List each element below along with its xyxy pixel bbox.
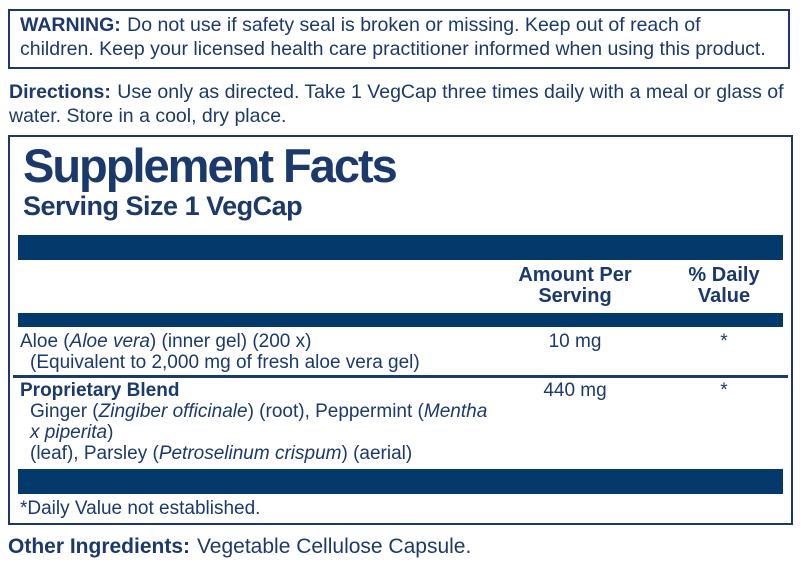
directions-body: Use only as directed. Take 1 VegCap thre… bbox=[9, 81, 784, 127]
divider-medium bbox=[18, 313, 783, 327]
divider-thick-top bbox=[18, 235, 783, 260]
other-ingredients-label: Other Ingredients: bbox=[8, 534, 191, 558]
directions-label: Directions: bbox=[9, 81, 111, 103]
divider-thin bbox=[13, 375, 788, 378]
header-daily-value: % Daily Value bbox=[688, 264, 760, 307]
ingredient-name: Aloe (Aloe vera) (inner gel) (200 x) bbox=[20, 331, 312, 352]
supplement-facts-panel: Supplement Facts Serving Size 1 VegCap A… bbox=[8, 135, 793, 525]
ingredient-daily-value: * bbox=[720, 379, 728, 401]
warning-box: WARNING: Do not use if safety seal is bro… bbox=[8, 9, 790, 69]
ingredient-name-cell: Aloe (Aloe vera) (inner gel) (200 x) (Eq… bbox=[13, 331, 490, 373]
table-header-row: Amount Per Serving % Daily Value bbox=[13, 260, 788, 313]
ingredient-amount: 440 mg bbox=[543, 379, 607, 401]
table-row-proprietary-blend: Proprietary Blend Ginger (Zingiber offic… bbox=[13, 380, 788, 464]
ingredient-name: Proprietary Blend bbox=[20, 379, 180, 401]
label-page: WARNING: Do not use if safety seal is bro… bbox=[0, 9, 803, 559]
directions-text: Directions: Use only as directed. Take 1 … bbox=[9, 80, 797, 128]
supplement-facts-title: Supplement Facts bbox=[23, 139, 398, 192]
ingredient-amount: 10 mg bbox=[548, 331, 602, 352]
ingredient-name-cell: Proprietary Blend Ginger (Zingiber offic… bbox=[13, 380, 490, 464]
directions-section: Directions: Use only as directed. Take 1 … bbox=[9, 80, 797, 128]
ingredient-detail: (Equivalent to 2,000 mg of fresh aloe ve… bbox=[30, 352, 420, 373]
other-ingredients-text: Other Ingredients: Vegetable Cellulose Ca… bbox=[8, 534, 797, 559]
warning-text: WARNING: Do not use if safety seal is bro… bbox=[20, 13, 778, 61]
header-spacer bbox=[13, 265, 490, 307]
warning-label: WARNING: bbox=[20, 14, 121, 36]
ingredient-daily-value: * bbox=[720, 331, 728, 352]
divider-thick-bottom bbox=[18, 468, 783, 494]
other-ingredients-section: Other Ingredients: Vegetable Cellulose Ca… bbox=[8, 534, 797, 559]
other-ingredients-body: Vegetable Cellulose Capsule. bbox=[196, 534, 472, 558]
warning-body: Do not use if safety seal is broken or m… bbox=[20, 14, 766, 60]
ingredient-detail: Ginger (Zingiber officinale) (root), Pep… bbox=[30, 400, 488, 464]
serving-size: Serving Size 1 VegCap bbox=[23, 191, 303, 221]
daily-value-footnote: *Daily Value not established. bbox=[20, 497, 261, 519]
table-row-aloe: Aloe (Aloe vera) (inner gel) (200 x) (Eq… bbox=[13, 331, 788, 373]
header-amount-per-serving: Amount Per Serving bbox=[518, 264, 632, 307]
